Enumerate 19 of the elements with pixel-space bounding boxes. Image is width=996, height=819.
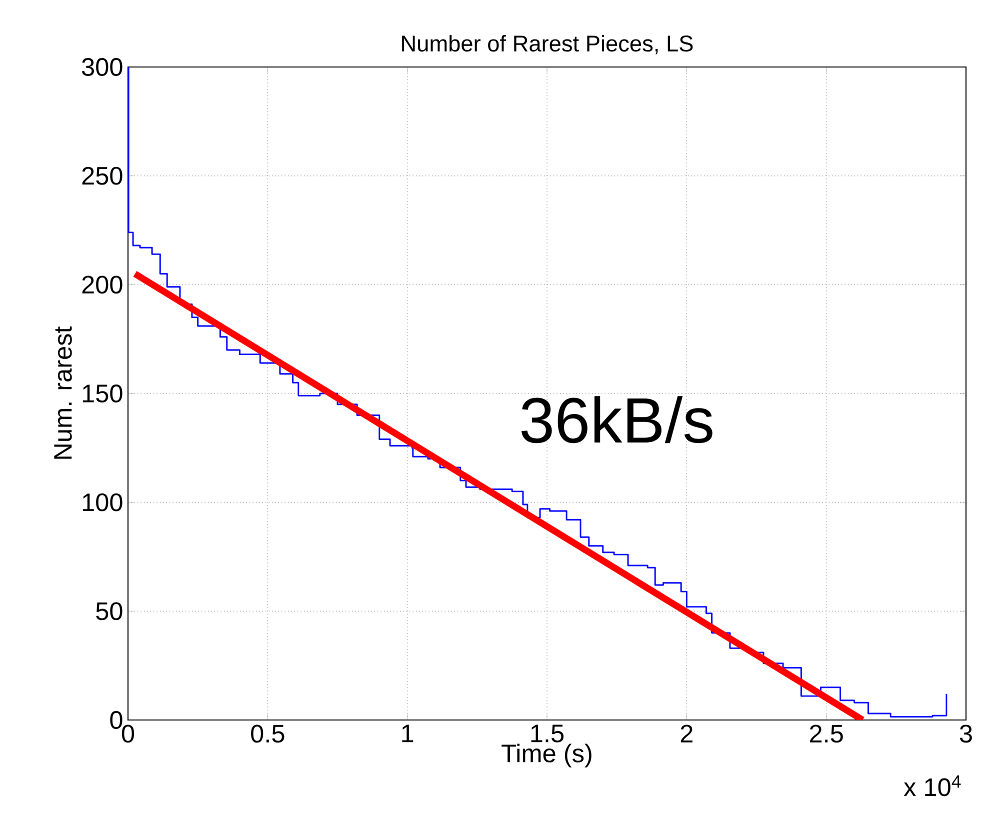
- y-tick-label: 250: [82, 166, 122, 185]
- y-tick-label: 50: [96, 602, 122, 620]
- x-tick-label: 2: [680, 724, 692, 742]
- text: x 10$^{4}$: [904, 775, 961, 796]
- x-tick-label: 0: [122, 724, 134, 743]
- y-tick-label: 0: [110, 711, 122, 729]
- y-tick-label: 150: [82, 384, 122, 402]
- y-tick-label: 300: [82, 58, 122, 76]
- annotation: 36kB/s: [521, 396, 712, 444]
- x-tick-label: 3: [960, 724, 972, 743]
- y-tick-label: 200: [82, 276, 122, 294]
- x-axis-title: Time (s): [502, 744, 592, 768]
- chart-title: Number of Rarest Pieces, LS: [402, 34, 693, 54]
- x-tick-label: 1.5: [531, 724, 564, 742]
- x-tick-label: 2.5: [810, 724, 843, 743]
- x-tick-label: 1: [402, 724, 414, 742]
- y-axis-title: Num. rarest: [54, 326, 72, 459]
- y-tick-label: 100: [82, 493, 122, 512]
- x-tick-label: 0.5: [251, 724, 284, 743]
